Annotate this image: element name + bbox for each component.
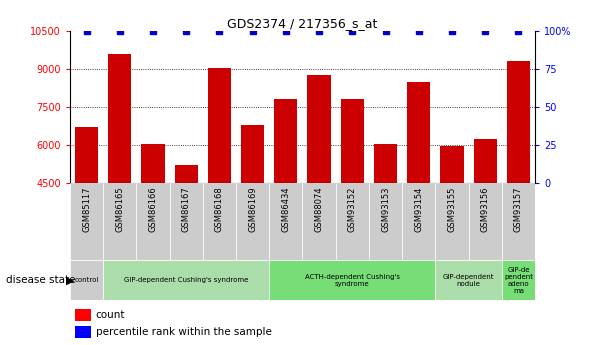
Bar (474, 139, 497, 297)
Text: GSM85117: GSM85117 (82, 187, 91, 232)
Bar (269, 260, 435, 300)
Text: GSM93157: GSM93157 (514, 187, 523, 232)
Bar (108, 54, 131, 297)
Text: ACTH-dependent Cushing's
syndrome: ACTH-dependent Cushing's syndrome (305, 274, 400, 287)
Title: GDS2374 / 217356_s_at: GDS2374 / 217356_s_at (227, 17, 378, 30)
Bar (302, 183, 336, 260)
Text: ▶: ▶ (66, 275, 74, 285)
Bar (70, 260, 103, 300)
Bar (507, 61, 530, 297)
Bar (103, 260, 269, 300)
Bar (141, 144, 165, 297)
Bar (502, 260, 535, 300)
Text: GSM88074: GSM88074 (314, 187, 323, 232)
Bar (203, 183, 236, 260)
Bar (308, 75, 331, 297)
Bar (236, 183, 269, 260)
Text: GSM93155: GSM93155 (447, 187, 457, 232)
Bar (407, 82, 430, 297)
Bar (170, 183, 203, 260)
Bar (75, 326, 91, 338)
Bar (241, 125, 264, 297)
Bar (75, 127, 98, 297)
Bar (469, 183, 502, 260)
Bar (274, 99, 297, 297)
Bar (75, 309, 91, 321)
Text: GSM86434: GSM86434 (282, 187, 291, 232)
Text: GIP-de
pendent
adeno
ma: GIP-de pendent adeno ma (504, 267, 533, 294)
Bar (269, 183, 302, 260)
Bar (374, 144, 397, 297)
Text: count: count (95, 310, 125, 320)
Text: GSM86169: GSM86169 (248, 187, 257, 232)
Text: GSM93152: GSM93152 (348, 187, 357, 232)
Text: control: control (74, 277, 98, 283)
Text: GIP-dependent
nodule: GIP-dependent nodule (443, 274, 494, 287)
Text: GSM86168: GSM86168 (215, 187, 224, 233)
Bar (435, 183, 469, 260)
Bar (502, 183, 535, 260)
Bar (208, 68, 231, 297)
Text: GSM93153: GSM93153 (381, 187, 390, 232)
Bar (402, 183, 435, 260)
Bar (174, 165, 198, 297)
Bar (336, 183, 369, 260)
Text: GSM86165: GSM86165 (116, 187, 124, 232)
Text: disease state: disease state (6, 275, 75, 285)
Bar (70, 183, 103, 260)
Bar (369, 183, 402, 260)
Bar (435, 260, 502, 300)
Text: GSM86166: GSM86166 (148, 187, 157, 233)
Bar (103, 183, 136, 260)
Text: percentile rank within the sample: percentile rank within the sample (95, 327, 271, 337)
Text: GSM86167: GSM86167 (182, 187, 191, 233)
Bar (340, 99, 364, 297)
Text: GSM93154: GSM93154 (414, 187, 423, 232)
Text: GIP-dependent Cushing's syndrome: GIP-dependent Cushing's syndrome (124, 277, 249, 283)
Bar (136, 183, 170, 260)
Bar (440, 146, 464, 297)
Text: GSM93156: GSM93156 (481, 187, 489, 232)
